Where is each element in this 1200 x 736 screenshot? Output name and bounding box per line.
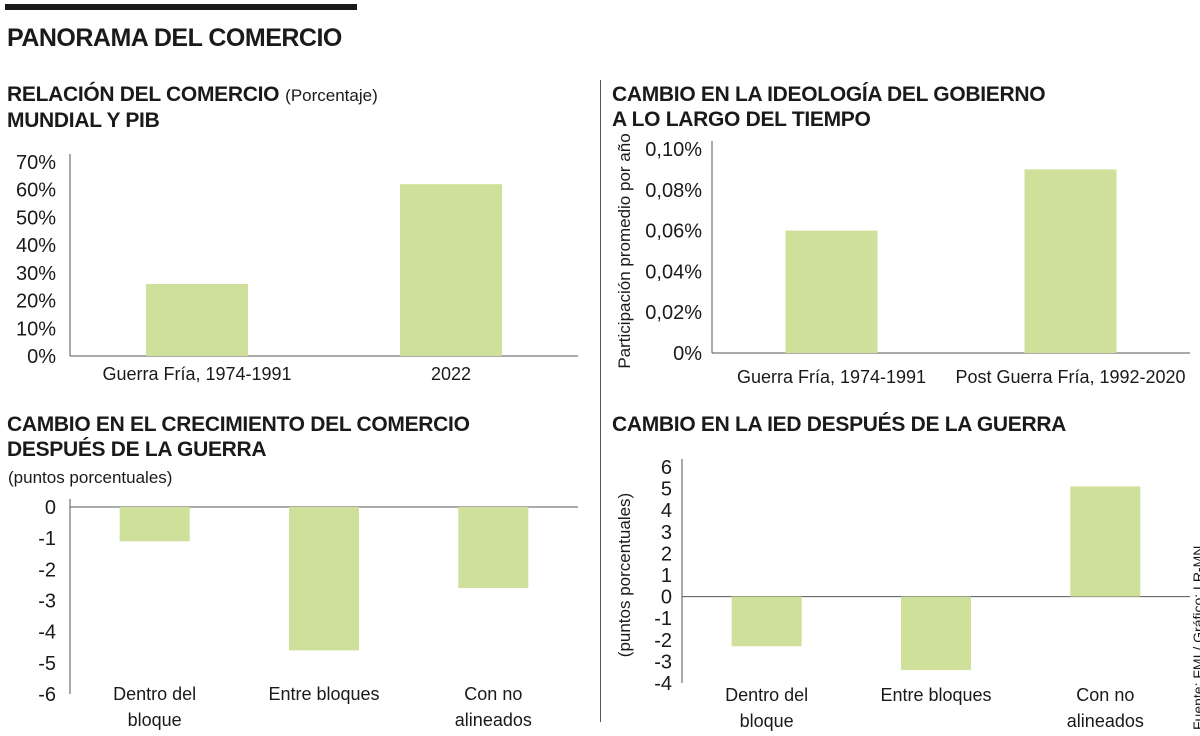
y-tick-label: -5 [38,653,56,675]
category-label: Post Guerra Fría, 1992-2020 [955,367,1185,387]
category-label: Guerra Fría, 1974-1991 [102,364,291,384]
chart1-title-line1: RELACIÓN DEL COMERCIO [7,83,280,106]
y-tick-label: 0,10% [645,139,702,161]
bar-2 [289,507,359,651]
y-tick-label: -6 [38,684,56,706]
y-tick-label: 40% [16,235,56,257]
bar-2 [1024,169,1117,353]
chart3-title: CAMBIO EN EL CRECIMIENTO DEL COMERCIO DE… [7,412,470,462]
y-tick-label: -1 [38,528,56,550]
category-label: Con no [1076,685,1134,705]
y-tick-label: 3 [661,522,672,544]
y-tick-label: 0 [45,497,56,519]
y-axis-label: (puntos porcentuales) [615,493,634,657]
y-tick-label: -1 [654,608,672,630]
y-tick-label: 1 [661,565,672,587]
panel-divider-vertical [600,80,601,722]
category-label: alineados [455,710,532,730]
bar-3 [458,507,529,589]
chart-trade-gdp: 0% 10% 20% 30% 40% 50% 60% 70% Guerra Fría, 1974… [16,152,578,384]
header-rule [5,4,357,10]
category-label: Con no [464,684,522,704]
y-tick-label: 10% [16,318,56,340]
y-tick-label: -4 [38,622,56,644]
y-tick-label: 70% [16,152,56,174]
bar-1 [731,596,802,647]
chart1-title: RELACIÓN DEL COMERCIO (Porcentaje) MUNDIA… [7,82,378,133]
y-tick-label: 60% [16,180,56,202]
y-tick-label: -3 [654,651,672,673]
y-tick-label: 0 [661,587,672,609]
chart3-subtitle: (puntos porcentuales) [8,468,173,487]
y-tick-label: 0,02% [645,302,702,324]
y-tick-label: 4 [661,500,672,522]
category-label: alineados [1067,711,1144,731]
bar-1 [119,507,190,542]
category-label: bloque [128,710,182,730]
y-tick-label: -4 [654,673,672,695]
chart2-title: CAMBIO EN LA IDEOLOGÍA DEL GOBIERNO A LO… [612,82,1046,132]
chart4-title-line1: CAMBIO EN LA IED DESPUÉS DE LA GUERRA [612,413,1067,436]
y-tick-label: -2 [38,559,56,581]
category-label: 2022 [431,364,471,384]
chart4-title: CAMBIO EN LA IED DESPUÉS DE LA GUERRA [612,412,1066,437]
y-tick-label: -3 [38,591,56,613]
y-tick-label: 5 [661,479,672,501]
chart-ideology: 0% 0,02% 0,04% 0,06% 0,08% 0,10% Guerra Fría, … [615,133,1190,387]
source-note: Fuente: FMI / Gráfico: LR-MN [1190,545,1200,730]
chart2-title-line2: A LO LARGO DEL TIEMPO [612,108,871,131]
bar-1 [785,230,878,353]
y-axis-label: Participación promedio por año [615,133,634,368]
y-tick-label: 6 [661,457,672,479]
y-tick-label: 0,04% [645,261,702,283]
bar-1 [146,283,248,356]
chart3-title-line2: DESPUÉS DE LA GUERRA [7,438,267,461]
chart1-title-line2: MUNDIAL Y PIB [7,109,160,132]
y-tick-label: 2 [661,543,672,565]
category-label: Guerra Fría, 1974-1991 [737,367,926,387]
bar-2 [901,596,971,671]
chart2-title-line1: CAMBIO EN LA IDEOLOGÍA DEL GOBIERNO [612,83,1046,106]
y-tick-label: 50% [16,207,56,229]
y-tick-label: -2 [654,630,672,652]
page-title: PANORAMA DEL COMERCIO [7,24,342,52]
category-label: Dentro del [725,685,808,705]
bar-2 [400,184,502,356]
bar-3 [1070,486,1141,597]
y-tick-label: 0,08% [645,180,702,202]
chart-trade-growth: 0 -1 -2 -3 -4 -5 -6 Dentro del bloque Entre bloqu… [38,497,578,730]
chart3-title-line1: CAMBIO EN EL CRECIMIENTO DEL COMERCIO [7,413,470,436]
y-tick-label: 0% [673,343,702,365]
category-label: Entre bloques [268,684,379,704]
category-label: Dentro del [113,684,196,704]
chart1-subtitle: (Porcentaje) [285,86,378,105]
category-label: Entre bloques [880,685,991,705]
y-tick-label: 20% [16,291,56,313]
y-tick-label: 0% [27,346,56,368]
y-tick-label: 0,06% [645,221,702,243]
y-tick-label: 30% [16,263,56,285]
category-label: bloque [740,711,794,731]
